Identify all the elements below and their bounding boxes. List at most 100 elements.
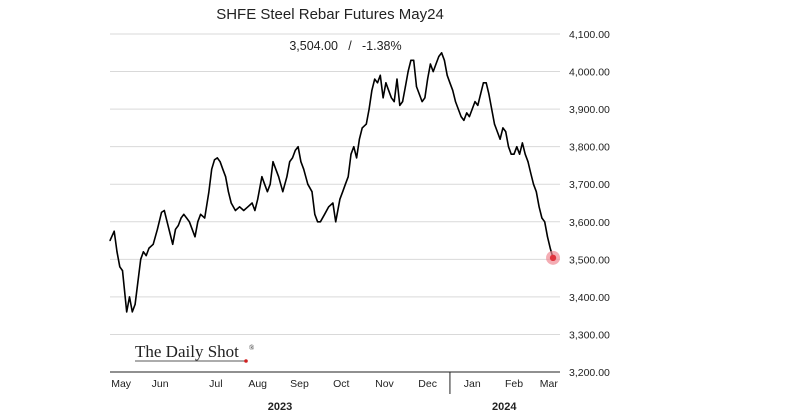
data-point (488, 93, 490, 95)
data-point (505, 131, 507, 133)
data-point (466, 112, 468, 114)
data-point (211, 168, 213, 170)
data-point (344, 183, 346, 185)
y-tick-label: 3,200.00 (569, 367, 610, 379)
data-point (396, 78, 398, 80)
x-tick-label: Jul (209, 378, 222, 390)
data-point (160, 211, 163, 213)
data-point (269, 183, 271, 185)
data-point (222, 168, 224, 170)
data-point (510, 153, 512, 155)
data-point (390, 97, 392, 99)
data-point (493, 123, 496, 125)
data-point (549, 247, 551, 249)
data-point (297, 146, 299, 148)
data-point (441, 52, 443, 54)
data-point (527, 161, 529, 163)
data-point (303, 168, 305, 170)
y-tick-label: 3,900.00 (569, 104, 610, 116)
data-point (166, 221, 168, 223)
data-point (119, 266, 121, 268)
data-point (335, 221, 337, 223)
data-point (194, 236, 196, 238)
data-point (254, 209, 256, 212)
y-tick-label: 3,800.00 (569, 142, 610, 154)
data-point (365, 123, 367, 125)
data-point (174, 228, 177, 230)
x-tick-label: Aug (248, 378, 267, 390)
chart-title: SHFE Steel Rebar Futures May24 (216, 6, 444, 23)
y-tick-label: 3,700.00 (569, 179, 610, 191)
data-point (485, 82, 487, 84)
data-point (289, 161, 291, 163)
x-axis-ticks: May Jun Jul Aug Sep Oct Nov Dec Jan Feb Mar (111, 378, 558, 390)
x-tick-label: Nov (375, 378, 394, 390)
subtitle-separator: / (348, 39, 352, 53)
data-point (463, 119, 465, 121)
data-point (513, 153, 515, 155)
data-point (294, 149, 296, 151)
data-point (230, 202, 232, 204)
x-tick-label: Mar (540, 378, 559, 390)
data-point (188, 221, 190, 223)
data-point (350, 153, 352, 155)
data-point (177, 224, 179, 227)
data-point (371, 89, 373, 91)
data-point (113, 230, 115, 232)
y-tick-label: 3,600.00 (569, 217, 610, 229)
gridlines (110, 33, 560, 335)
data-point (278, 176, 280, 178)
data-point (535, 191, 537, 193)
data-point (247, 206, 249, 208)
data-point (163, 209, 165, 212)
data-point (443, 59, 445, 61)
data-point (319, 221, 321, 223)
data-point (457, 108, 459, 110)
data-point (307, 183, 309, 185)
year-labels: 2023 2024 (268, 401, 518, 413)
data-point (546, 236, 549, 238)
data-point (208, 191, 210, 193)
data-point (410, 59, 412, 61)
data-point (407, 71, 409, 73)
data-point (234, 209, 236, 212)
data-point (446, 74, 448, 76)
data-point (496, 131, 498, 133)
data-point (347, 176, 349, 178)
data-point (131, 311, 133, 313)
data-point (374, 78, 376, 80)
data-point (519, 153, 521, 155)
data-point (291, 157, 294, 159)
data-point (460, 116, 462, 118)
data-point (191, 228, 193, 230)
data-point (358, 138, 360, 140)
x-tick-label: Jan (464, 378, 481, 390)
data-point (142, 251, 144, 253)
data-point (382, 97, 384, 99)
data-point (128, 296, 131, 298)
data-point (317, 221, 319, 223)
data-point (368, 108, 370, 110)
data-point (300, 161, 302, 163)
data-point (530, 172, 532, 174)
data-point (438, 55, 440, 58)
watermark-text: The Daily Shot (135, 342, 239, 361)
data-point (502, 127, 504, 129)
x-tick-label: Dec (418, 378, 437, 390)
percent-change-label: -1.38% (362, 39, 402, 53)
data-point (126, 311, 128, 313)
data-point (415, 86, 418, 88)
data-point (121, 270, 124, 272)
x-tick-label: May (111, 378, 132, 390)
data-point (361, 127, 363, 129)
data-point (251, 202, 253, 204)
data-point (421, 101, 423, 103)
data-point (480, 93, 482, 95)
data-point (328, 206, 330, 208)
data-point (145, 255, 147, 257)
data-point (311, 191, 313, 193)
data-point (353, 146, 355, 148)
data-point (169, 232, 171, 234)
data-point (216, 157, 218, 159)
